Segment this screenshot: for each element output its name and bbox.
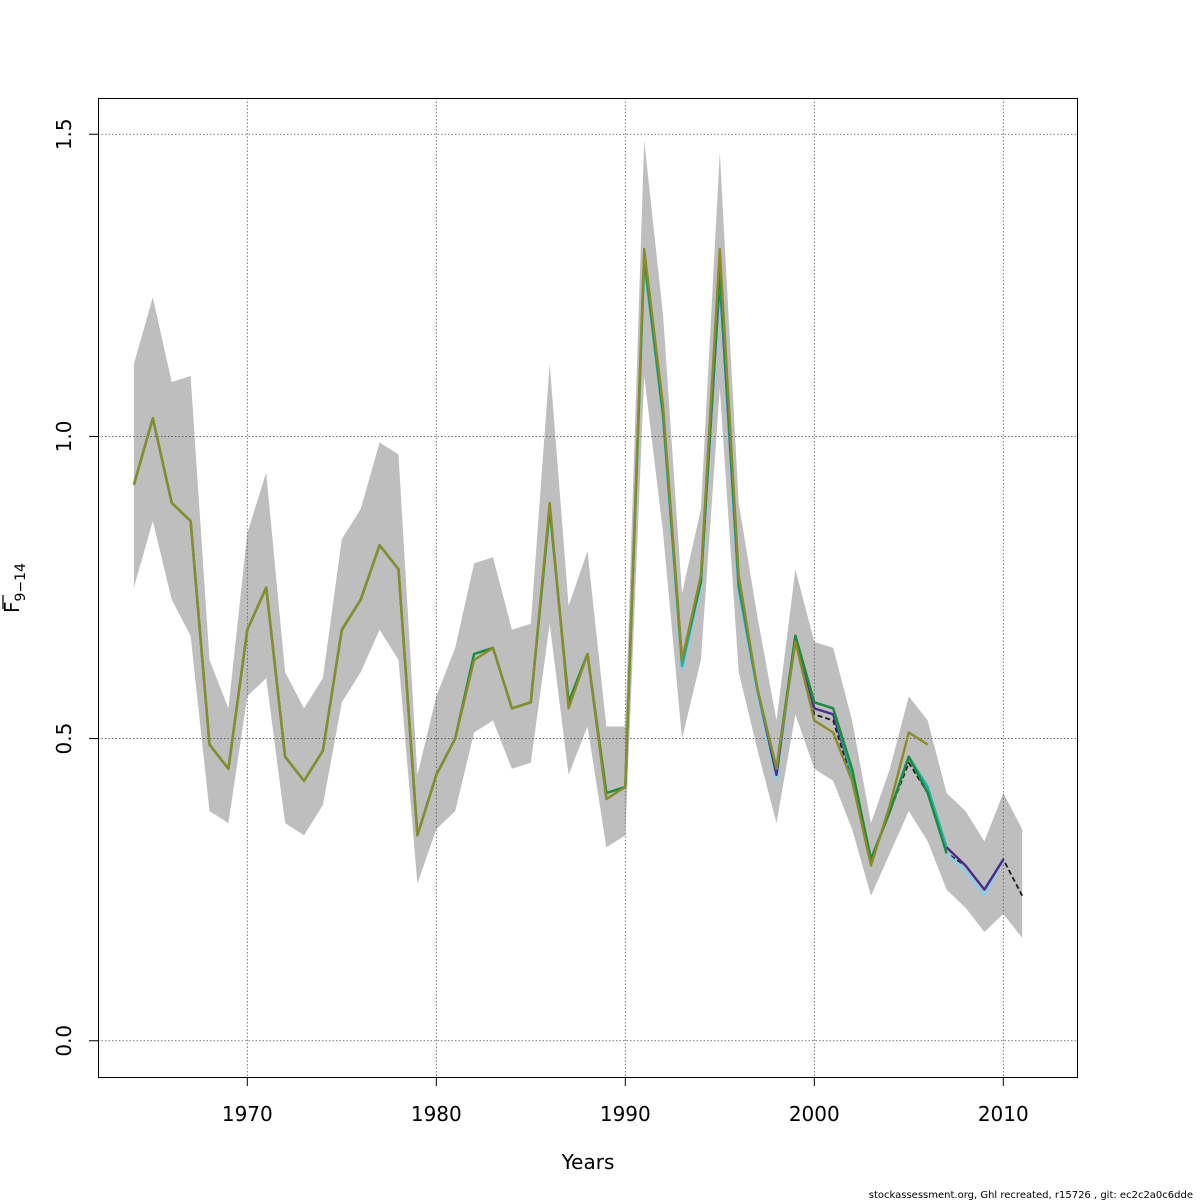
x-tick-label: 1980	[411, 1102, 462, 1126]
y-axis: 0.0 0.5 1.0 1.5	[52, 118, 98, 1057]
y-tick-label: 0.0	[52, 1025, 76, 1057]
y-axis-title-sub: 9−14	[13, 563, 29, 602]
y-tick-label: 1.5	[52, 118, 76, 150]
x-axis-title: Years	[561, 1150, 615, 1174]
y-tick-label: 1.0	[52, 421, 76, 453]
y-axis-title: F9−14	[0, 563, 29, 613]
x-tick-label: 1970	[222, 1102, 273, 1126]
x-tick-label: 2010	[978, 1102, 1029, 1126]
plot-frame	[98, 98, 1078, 1078]
series-line-6	[132, 247, 929, 867]
x-tick-label: 2000	[789, 1102, 840, 1126]
y-axis-title-main: F	[0, 601, 24, 613]
series-layer	[132, 247, 1023, 897]
confidence-band	[133, 140, 1023, 939]
x-axis: 1970 1980 1990 2000 2010	[222, 1077, 1029, 1126]
confidence-band-layer	[133, 140, 1023, 939]
footer-note: stockassessment.org, Ghl recreated, r157…	[869, 1190, 1193, 1200]
y-tick-label: 0.5	[52, 723, 76, 755]
svg-text:F9−14: F9−14	[0, 563, 29, 613]
x-tick-label: 1990	[600, 1102, 651, 1126]
grid-layer	[98, 98, 1077, 1077]
